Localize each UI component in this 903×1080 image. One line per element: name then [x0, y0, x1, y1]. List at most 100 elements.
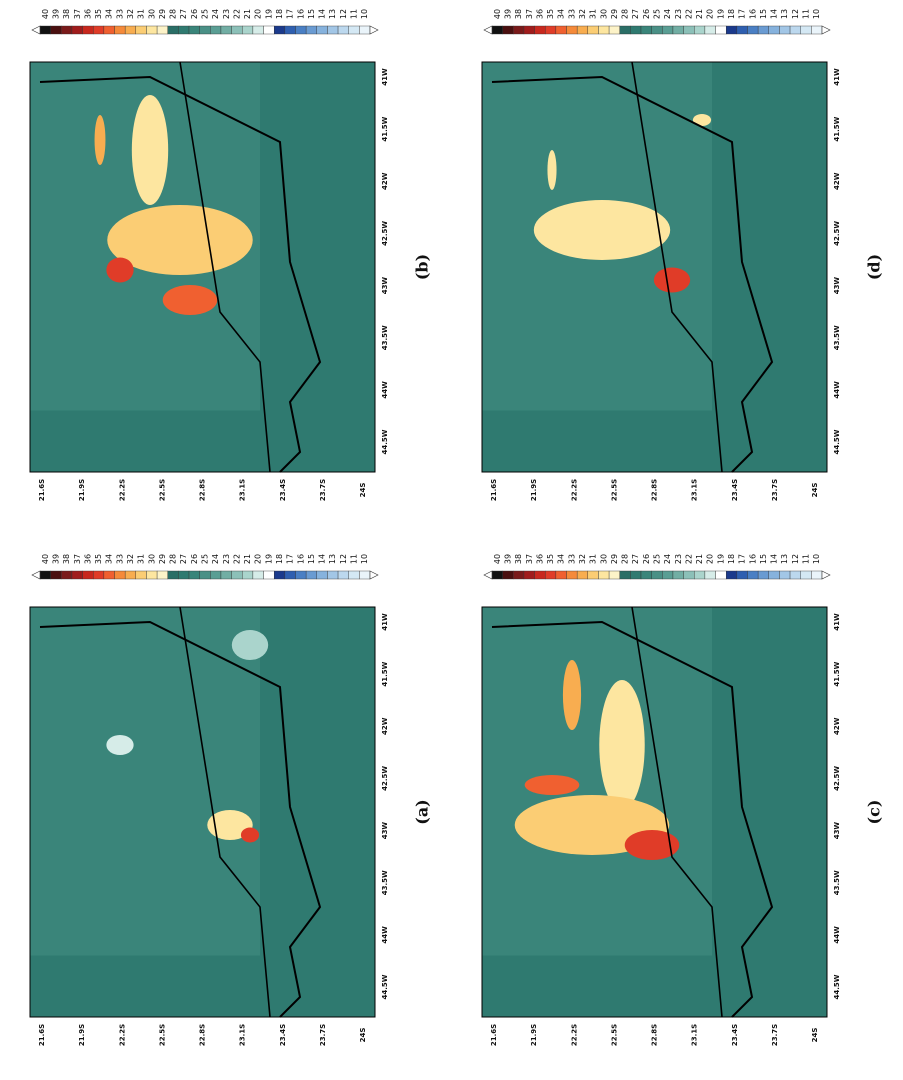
colorbar-box: [779, 25, 791, 35]
colorbar-label: 39: [51, 9, 60, 19]
colorbar-label: 38: [62, 554, 71, 564]
lon-label: 41W: [381, 68, 389, 86]
lon-label: 44.5W: [833, 974, 841, 999]
colorbar-label: 13: [780, 9, 789, 19]
lat-label: 23.7S: [319, 479, 327, 501]
colorbar-box: [146, 570, 158, 580]
lat-label: 23.7S: [771, 479, 779, 501]
colorbar-label: 17: [738, 554, 747, 564]
lat-label: 23.4S: [731, 479, 739, 501]
temp-region: [207, 810, 253, 840]
lat-label: 23.4S: [731, 1024, 739, 1046]
lon-label: 42.5W: [381, 766, 389, 791]
colorbar-label: 13: [780, 554, 789, 564]
colorbar-box: [736, 25, 748, 35]
colorbar-box: [146, 25, 158, 35]
colorbar-box: [284, 570, 296, 580]
colorbar-box: [545, 25, 557, 35]
colorbar-box: [523, 570, 535, 580]
colorbar-label: 25: [653, 9, 662, 19]
temp-region: [624, 830, 680, 860]
colorbar-label: 20: [254, 9, 263, 19]
colorbar-box: [135, 25, 147, 35]
colorbar-box: [587, 25, 599, 35]
colorbar-label: 18: [727, 9, 736, 19]
colorbar-box: [273, 25, 286, 35]
colorbar-label: 14: [318, 554, 327, 564]
lat-label: 23.1S: [691, 479, 699, 501]
colorbar-label: 40: [493, 9, 502, 19]
colorbar-box: [359, 570, 371, 580]
colorbar-label: 39: [503, 554, 512, 564]
colorbar-label: 20: [706, 9, 715, 19]
temp-region: [524, 775, 580, 795]
lon-label: 42.5W: [833, 766, 841, 791]
colorbar-box: [800, 25, 812, 35]
temp-region: [131, 95, 169, 205]
colorbar-box: [71, 25, 83, 35]
colorbar-arrow: [483, 570, 831, 580]
colorbar-box: [789, 25, 801, 35]
colorbar-label: 34: [557, 554, 566, 564]
colorbar-box: [316, 570, 328, 580]
colorbar-label: 33: [567, 9, 576, 19]
colorbar-box: [252, 570, 264, 580]
colorbar-box: [39, 25, 51, 35]
colorbar-label: 14: [318, 9, 327, 19]
colorbar-box: [337, 570, 349, 580]
temp-region: [562, 660, 582, 730]
colorbar-label: 26: [642, 554, 651, 564]
colorbar-box: [811, 25, 823, 35]
colorbar-arrow: [483, 25, 831, 35]
colorbar-box: [316, 25, 328, 35]
colorbar-label: 30: [599, 554, 608, 564]
colorbar-box: [156, 570, 168, 580]
colorbar-box: [768, 25, 780, 35]
colorbar-label: 34: [105, 554, 114, 564]
colorbar-box: [662, 570, 674, 580]
colorbar-label: 22: [232, 554, 241, 564]
colorbar-label: 21: [695, 554, 704, 564]
temp-region: [547, 150, 557, 190]
lat-label: 23.4S: [279, 1024, 287, 1046]
colorbar-label: 24: [211, 554, 220, 564]
colorbar-box: [273, 570, 286, 580]
colorbar-box: [725, 25, 738, 35]
colorbar-box: [348, 25, 360, 35]
colorbar-label: 35: [546, 554, 555, 564]
colorbar-label: 21: [695, 9, 704, 19]
lat-label: 21.9S: [78, 1024, 86, 1046]
lat-label: 23.1S: [239, 479, 247, 501]
colorbar-label: 22: [684, 9, 693, 19]
lon-label: 41W: [833, 68, 841, 86]
temp-region: [106, 735, 134, 755]
colorbar-box: [566, 25, 578, 35]
colorbar-box: [779, 570, 791, 580]
colorbar-box: [156, 25, 168, 35]
colorbar-box: [178, 570, 190, 580]
colorbar-box: [305, 570, 317, 580]
colorbar-box: [672, 25, 684, 35]
colorbar-box: [199, 570, 211, 580]
panel-label: (c): [865, 800, 884, 825]
colorbar-box: [715, 25, 727, 35]
colorbar-box: [555, 570, 567, 580]
lat-label: 22.2S: [570, 479, 578, 501]
colorbar-label: 38: [62, 9, 71, 19]
colorbar-label: 10: [812, 554, 821, 564]
colorbar-label: 12: [339, 9, 348, 19]
colorbar-label: 10: [812, 9, 821, 19]
colorbar-box: [747, 25, 759, 35]
lon-label: 43W: [381, 277, 389, 295]
coastline: [491, 75, 774, 473]
colorbar-box: [534, 570, 546, 580]
lat-label: 21.6S: [38, 479, 46, 501]
colorbar-label: 27: [179, 554, 188, 564]
colorbar-label: 27: [631, 554, 640, 564]
colorbar-box: [608, 25, 620, 35]
colorbar-box: [651, 25, 663, 35]
state-border: [179, 606, 271, 1018]
colorbar-box: [523, 25, 535, 35]
colorbar-box: [491, 25, 503, 35]
